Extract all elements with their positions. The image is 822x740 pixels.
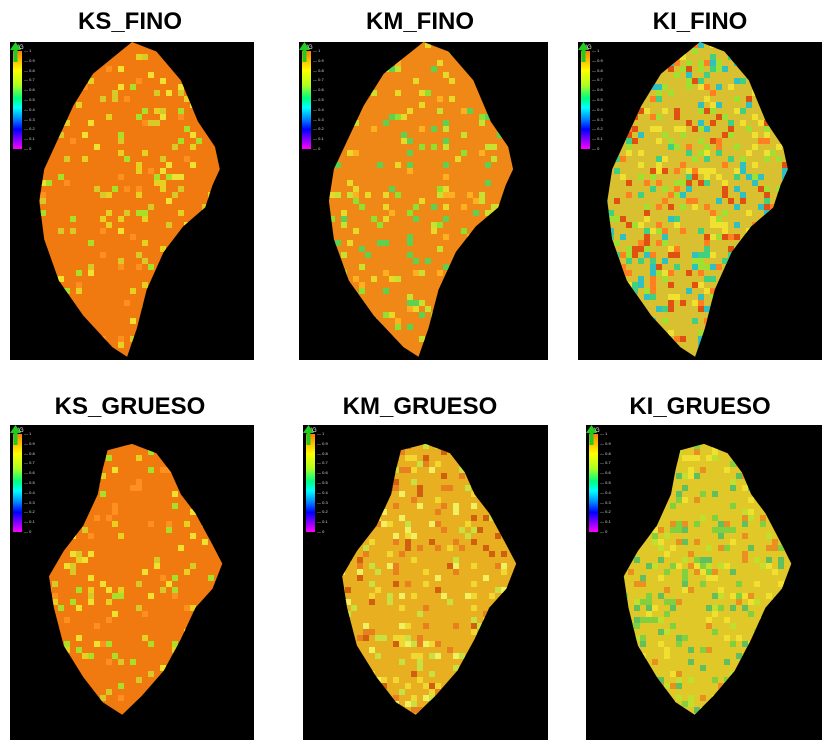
legend-tick: — 0.8: [600, 450, 611, 456]
legend-tick: — 0.5: [313, 97, 324, 102]
legend-tick: — 0.5: [592, 97, 603, 102]
legend-tick: — 0: [24, 529, 32, 534]
legend-tick: — 0.9: [24, 57, 35, 63]
legend-tick: — 0.8: [24, 67, 35, 73]
map-panel-ks-fino: N/G— 1— 0.9— 0.8— 0.7— 0.6— 0.5— 0.4— 0.…: [10, 42, 254, 360]
reservoir-body: [342, 443, 517, 715]
legend-tick: — 0.3: [24, 116, 35, 122]
legend-tick: — 0.1: [313, 136, 324, 142]
legend-tick: — 0.6: [313, 87, 324, 93]
legend-tick: — 1: [317, 431, 325, 436]
legend-tick: — 0.4: [592, 106, 603, 112]
reservoir-body: [39, 42, 220, 357]
legend-tick: — 0.9: [313, 57, 324, 63]
legend-color-bar: [581, 51, 590, 149]
reservoir-surface: [49, 443, 223, 715]
legend-tick: — 1: [592, 48, 600, 53]
legend-tick: — 0.7: [317, 460, 328, 466]
legend-tick: — 0.6: [24, 470, 35, 476]
legend-tick: — 0.2: [600, 509, 611, 515]
legend-tick: — 0.5: [317, 480, 328, 485]
legend-tick: — 0.1: [24, 136, 35, 142]
legend-tick: — 0.9: [24, 440, 35, 446]
legend-tick: — 0.4: [313, 106, 324, 112]
legend-tick: — 0.5: [24, 97, 35, 102]
legend-tick: — 0.2: [592, 126, 603, 132]
legend-tick: — 0.7: [592, 77, 603, 83]
legend-tick: — 0.3: [592, 116, 603, 122]
legend-tick: — 0: [592, 146, 600, 151]
north-arrow-icon: [586, 425, 597, 445]
legend-tick: — 0.4: [24, 106, 35, 112]
north-arrow-icon: [299, 42, 310, 62]
legend-tick: — 0.2: [317, 509, 328, 515]
legend-tick: — 0.3: [24, 499, 35, 505]
north-arrow-icon: [10, 42, 21, 62]
legend-tick: — 0.3: [313, 116, 324, 122]
north-arrow-icon: [578, 42, 589, 62]
legend-tick: — 0.3: [317, 499, 328, 505]
legend-tick: — 0.8: [317, 450, 328, 456]
legend-color-bar: [589, 434, 598, 532]
legend-tick: — 0.1: [592, 136, 603, 142]
legend-tick: — 0.1: [600, 519, 611, 525]
legend-tick: — 0.5: [24, 480, 35, 485]
reservoir-body: [49, 443, 223, 715]
legend-tick: — 0.3: [600, 499, 611, 505]
reservoir-body: [607, 42, 788, 357]
legend-color-bar: [306, 434, 315, 532]
legend-tick: — 0.9: [592, 57, 603, 63]
north-arrow-icon: [10, 425, 21, 445]
legend-tick: — 0.7: [24, 77, 35, 83]
legend-tick: — 0: [24, 146, 32, 151]
legend-tick: — 0.6: [592, 87, 603, 93]
reservoir-body: [328, 42, 514, 357]
legend-tick: — 0: [313, 146, 321, 151]
panel-title: KM_GRUESO: [342, 393, 498, 420]
legend-color-bar: [13, 434, 22, 532]
panel-title: KS_GRUESO: [54, 393, 206, 420]
legend-color-bar: [13, 51, 22, 149]
legend-tick: — 1: [24, 48, 32, 53]
legend-tick: — 0.8: [24, 450, 35, 456]
legend-tick: — 0.8: [313, 67, 324, 73]
legend-tick: — 0.2: [24, 509, 35, 515]
legend-tick: — 0.7: [313, 77, 324, 83]
map-panel-ki-grueso: N/G— 1— 0.9— 0.8— 0.7— 0.6— 0.5— 0.4— 0.…: [586, 425, 822, 740]
map-panel-km-fino: N/G— 1— 0.9— 0.8— 0.7— 0.6— 0.5— 0.4— 0.…: [299, 42, 548, 360]
legend-tick: — 1: [24, 431, 32, 436]
legend-tick: — 0.2: [24, 126, 35, 132]
map-panel-ks-grueso: N/G— 1— 0.9— 0.8— 0.7— 0.6— 0.5— 0.4— 0.…: [10, 425, 254, 740]
legend-tick: — 0.1: [24, 519, 35, 525]
panel-title: KI_FINO: [652, 8, 748, 35]
legend-tick: — 0: [317, 529, 325, 534]
legend-tick: — 0.9: [600, 440, 611, 446]
legend-tick: — 0.8: [592, 67, 603, 73]
legend-tick: — 0.4: [24, 489, 35, 495]
legend-tick: — 0.6: [600, 470, 611, 476]
legend-tick: — 0.2: [313, 126, 324, 132]
legend-tick: — 1: [600, 431, 608, 436]
legend-tick: — 0.9: [317, 440, 328, 446]
reservoir-body: [623, 443, 792, 715]
map-panel-km-grueso: N/G— 1— 0.9— 0.8— 0.7— 0.6— 0.5— 0.4— 0.…: [303, 425, 548, 740]
legend-color-bar: [302, 51, 311, 149]
legend-tick: — 0: [600, 529, 608, 534]
legend-tick: — 0.6: [317, 470, 328, 476]
legend-tick: — 0.4: [317, 489, 328, 495]
legend-tick: — 0.4: [600, 489, 611, 495]
reservoir-surface: [39, 42, 220, 357]
panel-title: KM_FINO: [366, 8, 474, 35]
panel-title: KI_GRUESO: [629, 393, 771, 420]
legend-tick: — 0.7: [24, 460, 35, 466]
legend-tick: — 0.7: [600, 460, 611, 466]
map-panel-ki-fino: N/G— 1— 0.9— 0.8— 0.7— 0.6— 0.5— 0.4— 0.…: [578, 42, 822, 360]
color-legend: N/G— 1— 0.9— 0.8— 0.7— 0.6— 0.5— 0.4— 0.…: [302, 45, 324, 151]
legend-tick: — 0.5: [600, 480, 611, 485]
legend-tick: — 0.1: [317, 519, 328, 525]
legend-tick: — 1: [313, 48, 321, 53]
legend-tick: — 0.6: [24, 87, 35, 93]
north-arrow-icon: [303, 425, 314, 445]
panel-title: KS_FINO: [77, 8, 182, 35]
